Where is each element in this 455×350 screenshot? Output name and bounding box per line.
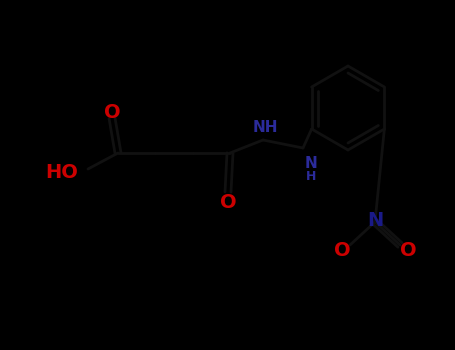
- Text: HO: HO: [45, 162, 78, 182]
- Text: O: O: [104, 103, 120, 121]
- Text: O: O: [334, 240, 350, 259]
- Text: O: O: [220, 193, 236, 211]
- Text: O: O: [399, 240, 416, 259]
- Text: N: N: [367, 211, 383, 231]
- Text: N: N: [305, 156, 318, 172]
- Text: NH: NH: [252, 119, 278, 134]
- Text: H: H: [306, 169, 316, 182]
